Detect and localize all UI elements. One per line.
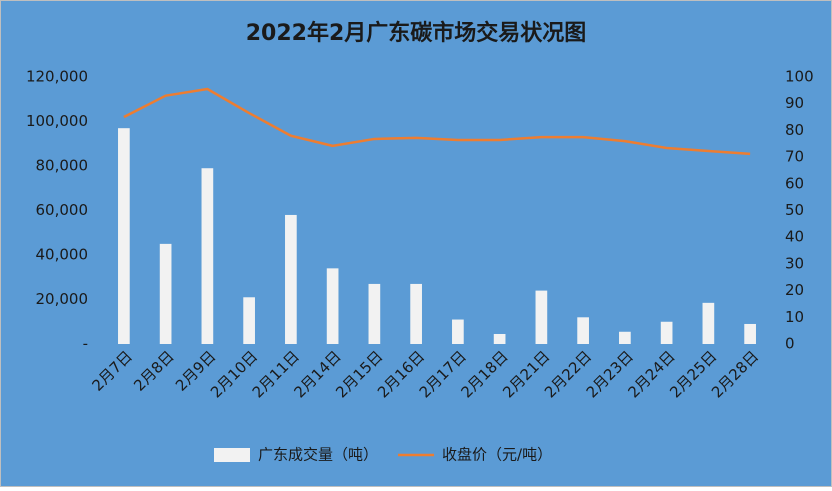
y-tick-label: 120,000: [26, 68, 88, 86]
bar: [201, 168, 214, 344]
bar: [285, 214, 297, 344]
y2-tick-label: 0: [785, 335, 795, 353]
bar: [368, 283, 381, 344]
y-tick-label: -: [83, 335, 88, 353]
y-tick-label: 80,000: [36, 157, 89, 175]
bar: [243, 297, 255, 344]
y2-tick-label: 100: [785, 68, 814, 86]
y2-tick-label: 30: [785, 254, 804, 272]
legend-label: 广东成交量（吨）: [258, 446, 378, 464]
y2-tick-label: 90: [785, 94, 804, 112]
y2-tick-label: 80: [785, 121, 804, 139]
bar: [702, 302, 715, 344]
y2-tick-label: 20: [785, 281, 804, 299]
bar: [744, 323, 756, 344]
bar: [159, 243, 172, 344]
y2-tick-label: 50: [785, 201, 804, 219]
bar: [493, 333, 506, 344]
bar: [619, 331, 631, 344]
y-tick-label: 100,000: [26, 112, 88, 130]
y-tick-label: 60,000: [36, 201, 89, 219]
y2-tick-label: 40: [785, 228, 804, 246]
line: [123, 87, 751, 156]
legend-swatch: [214, 448, 250, 462]
bar: [118, 128, 130, 344]
bar: [577, 317, 589, 344]
y2-tick-label: 10: [785, 308, 804, 326]
y2-tick-label: 60: [785, 174, 804, 192]
y-tick-label: 40,000: [36, 246, 89, 264]
bar: [660, 321, 673, 344]
legend-label: 收盘价（元/吨）: [442, 446, 552, 464]
bar: [535, 290, 548, 344]
y-tick-label: 20,000: [36, 290, 89, 308]
bar: [452, 319, 464, 344]
bar: [410, 283, 422, 344]
y2-tick-label: 70: [785, 148, 804, 166]
chart-title: 2022年2月广东碳市场交易状况图: [246, 20, 587, 46]
bar: [326, 268, 339, 344]
